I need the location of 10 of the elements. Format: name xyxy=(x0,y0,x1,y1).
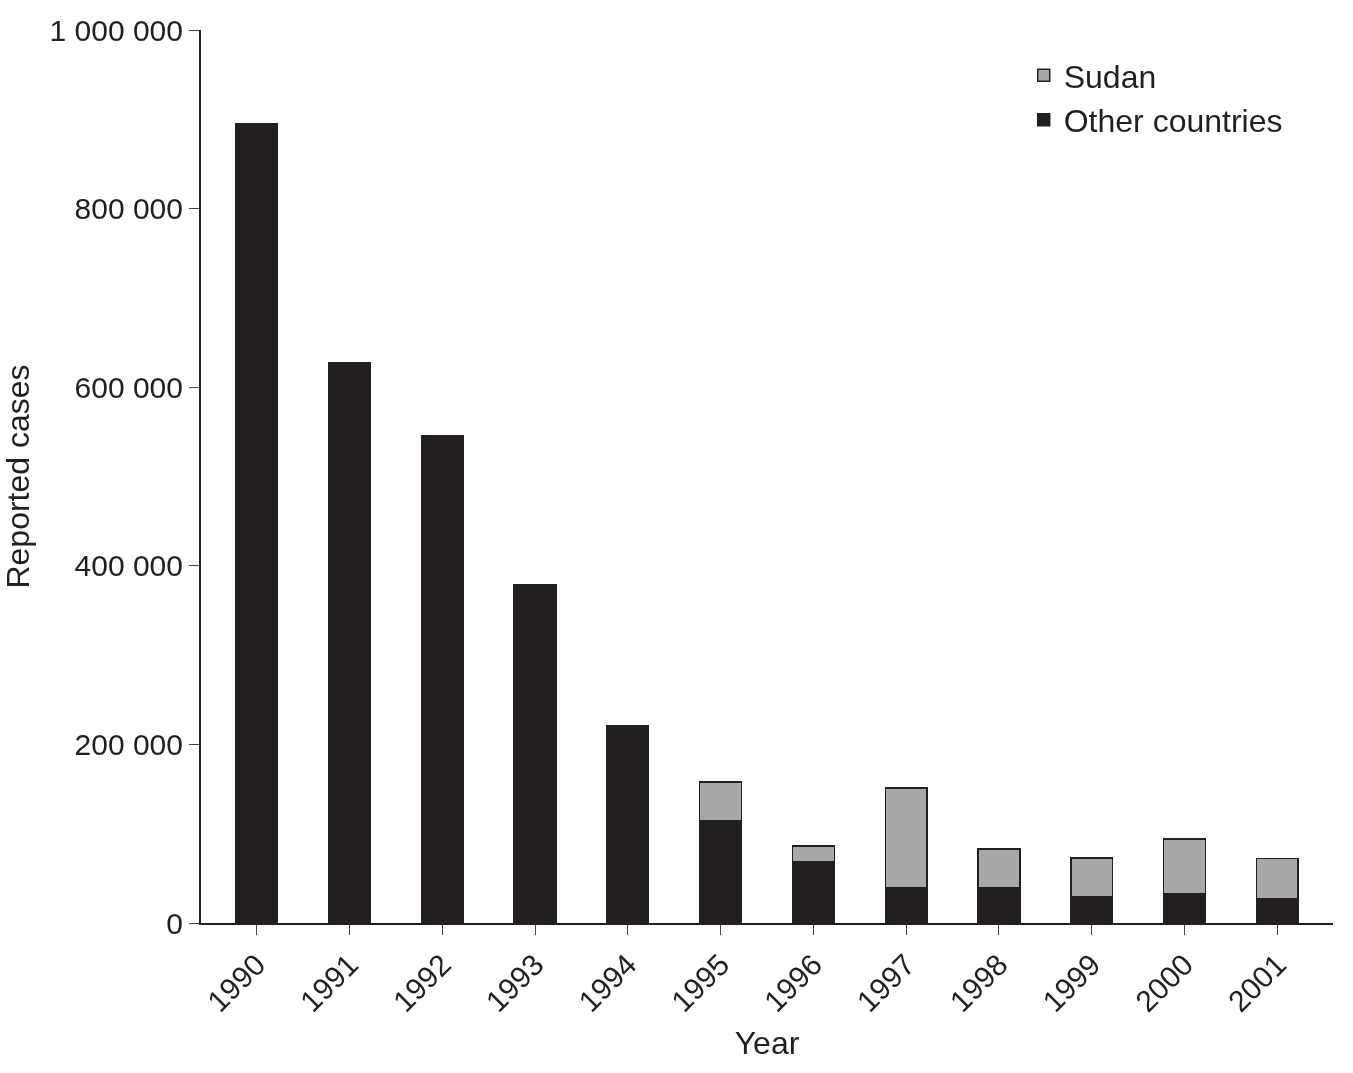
y-tick-label: 600 000 xyxy=(74,370,183,404)
y-tick-label: 0 xyxy=(166,906,183,940)
legend-label: Sudan xyxy=(1063,58,1157,95)
legend-label: Other countries xyxy=(1063,103,1283,140)
x-axis-title: Year xyxy=(734,1025,800,1062)
y-axis-title: Reported cases xyxy=(0,364,36,589)
y-tick-label: 1 000 000 xyxy=(49,13,183,47)
y-tick-label: 200 000 xyxy=(74,727,183,761)
y-tick-label: 800 000 xyxy=(74,192,183,226)
y-tick-label: 400 000 xyxy=(74,549,183,583)
